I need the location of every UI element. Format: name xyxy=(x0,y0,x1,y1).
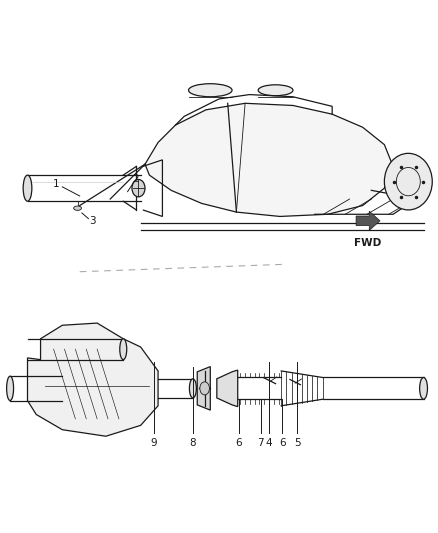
Text: 6: 6 xyxy=(235,438,242,448)
Polygon shape xyxy=(356,211,380,230)
Ellipse shape xyxy=(385,154,432,210)
Ellipse shape xyxy=(420,377,427,399)
Ellipse shape xyxy=(120,339,127,360)
Polygon shape xyxy=(197,367,210,410)
Text: 9: 9 xyxy=(150,438,157,448)
Ellipse shape xyxy=(189,379,196,398)
Polygon shape xyxy=(145,103,393,216)
Text: 7: 7 xyxy=(258,438,264,448)
Ellipse shape xyxy=(23,175,32,201)
Text: 5: 5 xyxy=(294,438,300,448)
Text: 3: 3 xyxy=(89,216,96,226)
Ellipse shape xyxy=(7,376,14,400)
Text: 2: 2 xyxy=(132,174,139,184)
Text: 4: 4 xyxy=(266,438,272,448)
Ellipse shape xyxy=(200,382,209,395)
Text: 8: 8 xyxy=(190,438,196,448)
Ellipse shape xyxy=(188,84,232,97)
Polygon shape xyxy=(217,370,238,407)
Ellipse shape xyxy=(258,85,293,96)
Text: 6: 6 xyxy=(279,438,286,448)
Ellipse shape xyxy=(132,180,145,197)
Text: 1: 1 xyxy=(53,179,59,189)
Text: FWD: FWD xyxy=(354,238,381,248)
Ellipse shape xyxy=(74,206,81,211)
Polygon shape xyxy=(28,323,158,436)
